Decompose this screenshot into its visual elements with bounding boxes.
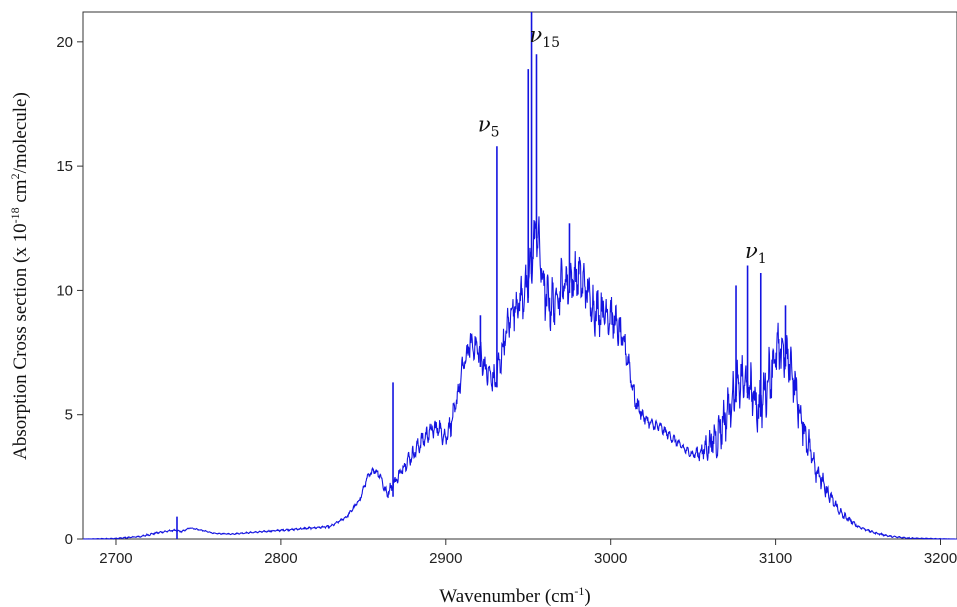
y-tick-label: 0 <box>65 531 73 548</box>
series-absorption-spectrum <box>82 12 957 540</box>
spectrum-trace <box>82 216 957 540</box>
x-axis: 2700 2800 2900 3000 3100 3200 <box>99 539 957 567</box>
peak-label: ν15 <box>529 23 560 51</box>
y-tick-label: 10 <box>56 282 73 299</box>
x-tick-label: 3200 <box>924 550 957 567</box>
y-axis-title: Absorption Cross section (x 10-18 cm2/mo… <box>8 92 31 460</box>
y-tick-label: 20 <box>56 34 73 51</box>
plot-frame <box>82 11 957 540</box>
x-tick-label: 2800 <box>264 550 297 567</box>
y-tick-label: 5 <box>65 407 73 424</box>
x-tick-label: 3000 <box>594 550 627 567</box>
x-tick-label: 2700 <box>99 550 132 567</box>
y-tick-label: 15 <box>56 158 73 175</box>
x-axis-title: Wavenumber (cm-1) <box>439 584 590 607</box>
x-tick-label: 2900 <box>429 550 462 567</box>
peak-annotations: ν5 ν15 ν1 <box>478 23 767 267</box>
x-tick-label: 3100 <box>759 550 792 567</box>
y-axis: 0 5 10 15 20 <box>56 34 83 548</box>
peak-label: ν5 <box>478 112 500 140</box>
peak-label: ν1 <box>745 239 767 267</box>
